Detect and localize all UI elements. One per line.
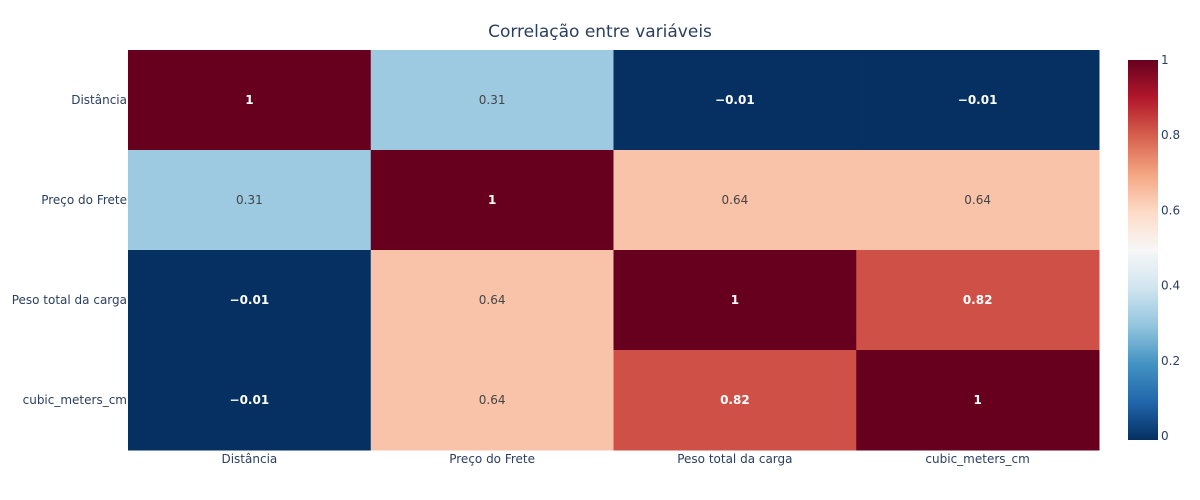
heatmap-cell — [128, 250, 372, 351]
heatmap-cell — [613, 150, 857, 251]
heatmap-cell-label: −0.01 — [958, 93, 998, 107]
colorbar-tick-label: 0.8 — [1161, 128, 1180, 142]
y-tick-label: Preço do Frete — [41, 193, 127, 207]
heatmap-cell — [370, 350, 614, 451]
heatmap-cell — [613, 50, 857, 151]
heatmap-cell-label: 0.64 — [479, 293, 506, 307]
y-tick-label: Peso total da carga — [12, 293, 127, 307]
heatmap-cell — [128, 350, 372, 451]
heatmap-cell-label: 1 — [731, 293, 739, 307]
heatmap-cells — [128, 50, 1100, 451]
chart-title: Correlação entre variáveis — [488, 22, 712, 42]
heatmap-cell — [856, 350, 1100, 451]
heatmap-cell-label: 0.31 — [479, 93, 506, 107]
heatmap-cell — [856, 50, 1100, 151]
x-tick-label: cubic_meters_cm — [925, 452, 1029, 466]
heatmap-cell — [370, 150, 614, 251]
heatmap-cell-label: −0.01 — [715, 93, 755, 107]
colorbar-tick-label: 0.2 — [1161, 354, 1180, 368]
colorbar-tick-label: 1 — [1161, 53, 1169, 67]
x-tick-label: Preço do Frete — [449, 452, 535, 466]
y-tick-label: Distância — [71, 93, 127, 107]
heatmap-cell — [128, 50, 372, 151]
heatmap-cell-label: 1 — [973, 393, 981, 407]
colorbar-gradient — [1128, 60, 1158, 440]
colorbar-tick-label: 0.4 — [1161, 279, 1180, 293]
colorbar-ticks: 0 0.2 0.4 0.6 0.8 1 — [1161, 53, 1180, 443]
x-tick-label: Distância — [221, 452, 277, 466]
x-tick-label: Peso total da carga — [677, 452, 792, 466]
colorbar: 0 0.2 0.4 0.6 0.8 1 — [1128, 53, 1180, 443]
heatmap-cell — [856, 150, 1100, 251]
heatmap-cell — [856, 250, 1100, 351]
heatmap-cell — [370, 250, 614, 351]
heatmap-cell-label: 1 — [245, 93, 253, 107]
heatmap-cell — [613, 250, 857, 351]
x-axis-ticks: Distância Preço do Frete Peso total da car… — [221, 452, 1029, 466]
heatmap-cell-label: −0.01 — [230, 293, 270, 307]
heatmap-cell — [613, 350, 857, 451]
heatmap-cell-labels: 1 0.31 −0.01 −0.01 0.31 1 0.64 0.64 −0.01 0.64 1 0.… — [230, 93, 998, 407]
heatmap-cell-label: 0.82 — [720, 393, 750, 407]
heatmap-cell-label: 0.82 — [963, 293, 993, 307]
heatmap-cell-label: 0.31 — [236, 193, 263, 207]
heatmap-cell — [370, 50, 614, 151]
heatmap-cell-label: 1 — [488, 193, 496, 207]
y-tick-label: cubic_meters_cm — [23, 393, 127, 407]
heatmap-cell-label: −0.01 — [230, 393, 270, 407]
heatmap-cell-label: 0.64 — [479, 393, 506, 407]
heatmap-cell — [128, 150, 372, 251]
colorbar-tick-label: 0 — [1161, 429, 1169, 443]
colorbar-tick-label: 0.6 — [1161, 203, 1180, 217]
heatmap-cell-label: 0.64 — [964, 193, 991, 207]
heatmap-cell-label: 0.64 — [722, 193, 749, 207]
y-axis-ticks: Distância Preço do Frete Peso total da car… — [12, 93, 127, 407]
